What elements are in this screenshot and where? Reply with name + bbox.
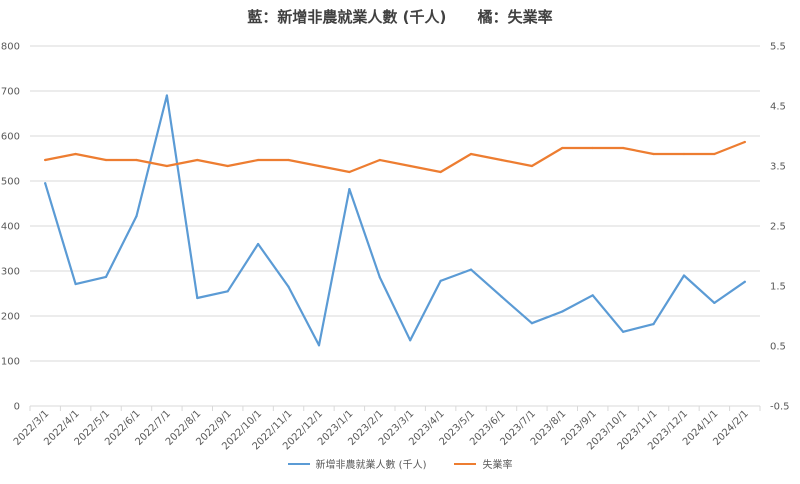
data-point-payrolls <box>104 275 108 278</box>
data-point-unemployment <box>165 164 168 168</box>
y-left-tick-label: 700 <box>1 87 20 98</box>
y-right-tick-label: 3.5 <box>770 162 786 173</box>
data-point-payrolls <box>378 276 381 279</box>
series-line-unemployment <box>44 140 746 174</box>
data-point-payrolls <box>44 182 47 185</box>
legend: 新增非農就業人數 (千人) 失業率 <box>0 456 800 471</box>
data-point-unemployment <box>713 152 716 156</box>
y-right-tick-label: 5.5 <box>770 42 786 53</box>
y-right-tick-label: 0.5 <box>770 342 786 353</box>
data-point-payrolls <box>287 285 290 288</box>
y-left-tick-label: 500 <box>1 177 20 188</box>
data-point-unemployment <box>135 158 138 162</box>
y-left-tick-label: 400 <box>1 222 20 233</box>
data-point-payrolls <box>743 280 746 283</box>
data-point-unemployment <box>317 164 321 168</box>
data-point-unemployment <box>743 140 746 144</box>
data-point-unemployment <box>44 158 47 162</box>
data-point-payrolls <box>622 330 625 333</box>
data-point-payrolls <box>652 323 655 326</box>
data-point-unemployment <box>287 158 290 162</box>
y-left-tick-label: 800 <box>1 42 20 53</box>
data-point-payrolls <box>682 274 686 277</box>
data-point-payrolls <box>257 242 260 246</box>
legend-label: 失業率 <box>482 460 513 471</box>
y-left-tick-label: 300 <box>1 267 20 278</box>
data-point-unemployment <box>348 170 351 174</box>
y-left-tick-label: 0 <box>14 402 20 413</box>
data-point-unemployment <box>257 158 260 162</box>
data-point-payrolls <box>500 295 503 298</box>
legend-label: 新增非農就業人數 (千人) <box>315 460 427 471</box>
y-right-tick-label: 2.5 <box>770 222 786 233</box>
data-point-payrolls <box>348 188 351 191</box>
data-point-payrolls <box>439 279 442 282</box>
data-point-unemployment <box>469 152 473 156</box>
data-point-unemployment <box>74 152 77 156</box>
data-point-payrolls <box>226 290 229 293</box>
data-point-payrolls <box>591 294 594 297</box>
data-point-payrolls <box>530 322 533 325</box>
y-left-tick-label: 200 <box>1 312 20 323</box>
data-point-unemployment <box>682 152 686 156</box>
data-point-payrolls <box>165 94 168 97</box>
data-point-payrolls <box>135 215 138 218</box>
y-right-tick-label: 4.5 <box>770 102 786 113</box>
y-right-tick-label: -0.5 <box>770 402 790 413</box>
y-left-tick-label: 600 <box>1 132 20 143</box>
data-point-unemployment <box>196 158 199 162</box>
data-point-unemployment <box>226 164 229 168</box>
data-point-unemployment <box>409 164 412 168</box>
legend-item-payrolls[interactable]: 新增非農就業人數 (千人) <box>287 456 427 471</box>
chart-title: 藍：新增非農就業人數 (千人) 橘：失業率 <box>247 8 553 26</box>
y-left-tick-label: 100 <box>1 357 20 368</box>
data-point-payrolls <box>317 344 321 347</box>
data-point-unemployment <box>500 158 503 162</box>
legend-swatch-orange <box>454 462 477 465</box>
data-point-unemployment <box>652 152 655 156</box>
y-right-tick-label: 1.5 <box>770 282 786 293</box>
data-point-unemployment <box>104 158 108 162</box>
data-point-unemployment <box>561 146 564 150</box>
data-point-unemployment <box>378 158 381 162</box>
data-point-payrolls <box>713 301 716 305</box>
data-point-unemployment <box>591 146 594 150</box>
data-point-payrolls <box>469 268 473 271</box>
legend-swatch-blue <box>287 462 310 465</box>
data-point-unemployment <box>439 170 442 174</box>
data-point-payrolls <box>196 296 199 300</box>
data-point-unemployment <box>622 146 625 150</box>
data-point-payrolls <box>74 282 77 286</box>
legend-item-unemployment[interactable]: 失業率 <box>454 456 512 471</box>
data-point-payrolls <box>561 310 564 313</box>
data-point-payrolls <box>409 339 412 342</box>
data-point-unemployment <box>530 164 533 168</box>
series-line-payrolls <box>44 94 746 347</box>
